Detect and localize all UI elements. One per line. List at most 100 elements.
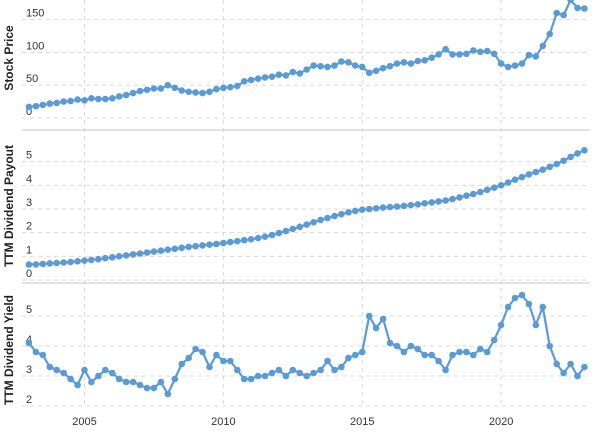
data-point: [324, 214, 331, 222]
data-point: [81, 97, 88, 104]
data-point: [539, 303, 547, 311]
data-point: [546, 342, 553, 350]
data-point: [122, 252, 130, 259]
data-point: [338, 210, 345, 218]
data-point: [115, 375, 123, 383]
data-point: [331, 366, 338, 374]
data-point: [352, 62, 359, 69]
data-point: [275, 366, 283, 374]
data-point: [282, 72, 290, 79]
data-point: [164, 81, 172, 89]
y-tick-label: 3: [26, 364, 32, 376]
data-point: [518, 60, 526, 67]
data-point: [268, 73, 276, 80]
data-point: [240, 78, 248, 85]
data-point: [95, 372, 102, 380]
data-point: [421, 57, 429, 64]
data-point: [171, 375, 179, 383]
data-point: [449, 51, 456, 58]
data-point: [560, 369, 567, 377]
data-point: [365, 69, 373, 77]
data-point: [532, 168, 540, 176]
data-point: [25, 261, 33, 268]
data-point: [470, 351, 477, 359]
y-tick-label: 0: [26, 268, 32, 280]
data-point: [185, 243, 192, 251]
data-point: [213, 85, 220, 93]
data-point: [109, 95, 116, 102]
data-point: [393, 203, 401, 210]
data-point: [192, 89, 199, 96]
data-point: [567, 153, 574, 161]
x-tick-label: 2020: [489, 416, 513, 428]
data-point: [46, 363, 54, 371]
data-point: [317, 216, 324, 224]
data-point: [553, 9, 560, 17]
data-point: [95, 255, 102, 263]
data-point: [129, 89, 137, 97]
data-point: [129, 251, 137, 258]
data-point: [421, 200, 429, 207]
data-point: [296, 369, 304, 377]
data-point: [414, 345, 422, 353]
data-point: [289, 366, 297, 374]
data-point: [470, 190, 477, 198]
data-point: [39, 101, 47, 109]
data-point: [497, 321, 505, 329]
data-point: [206, 241, 213, 248]
data-point: [143, 249, 151, 256]
data-point: [122, 378, 130, 386]
data-point: [53, 366, 60, 374]
data-point: [275, 229, 283, 237]
data-point: [234, 366, 241, 374]
data-point: [67, 258, 74, 266]
data-point: [456, 348, 463, 356]
data-point: [504, 63, 512, 71]
y-tick-label: 1: [26, 244, 32, 256]
data-point: [365, 205, 373, 213]
data-point: [504, 179, 512, 186]
data-point: [497, 182, 505, 189]
y-tick-label: 5: [26, 304, 32, 316]
data-point: [511, 62, 519, 69]
data-point: [60, 98, 67, 105]
data-point: [129, 378, 137, 386]
data-point: [532, 321, 540, 329]
data-point: [574, 372, 581, 380]
data-point: [511, 176, 519, 183]
data-point: [525, 171, 533, 178]
data-point: [379, 204, 387, 211]
data-point: [435, 198, 442, 205]
data-point: [234, 82, 241, 90]
data-point: [213, 351, 220, 359]
data-point: [490, 184, 498, 191]
data-point: [539, 42, 547, 50]
data-point: [39, 260, 47, 268]
data-point: [220, 357, 227, 365]
data-point: [539, 166, 547, 173]
data-point: [67, 97, 74, 105]
x-tick-label: 2010: [211, 416, 235, 428]
data-point: [109, 253, 116, 261]
data-point: [338, 363, 345, 371]
data-point: [289, 225, 297, 233]
data-point: [456, 51, 463, 58]
data-point: [345, 354, 352, 362]
y-axis-label: Stock Price: [2, 25, 16, 91]
data-point: [442, 45, 449, 53]
data-point: [199, 89, 206, 97]
data-point: [102, 254, 109, 262]
data-point: [428, 199, 436, 206]
data-point: [358, 63, 366, 71]
data-point: [185, 354, 192, 362]
data-point: [109, 369, 116, 377]
data-point: [46, 260, 54, 267]
data-point: [39, 351, 47, 359]
data-point: [497, 60, 505, 67]
data-point: [407, 342, 415, 350]
data-point: [227, 83, 234, 91]
data-point: [490, 50, 498, 58]
data-point: [296, 70, 304, 77]
data-point: [386, 339, 394, 347]
data-point: [102, 366, 109, 374]
